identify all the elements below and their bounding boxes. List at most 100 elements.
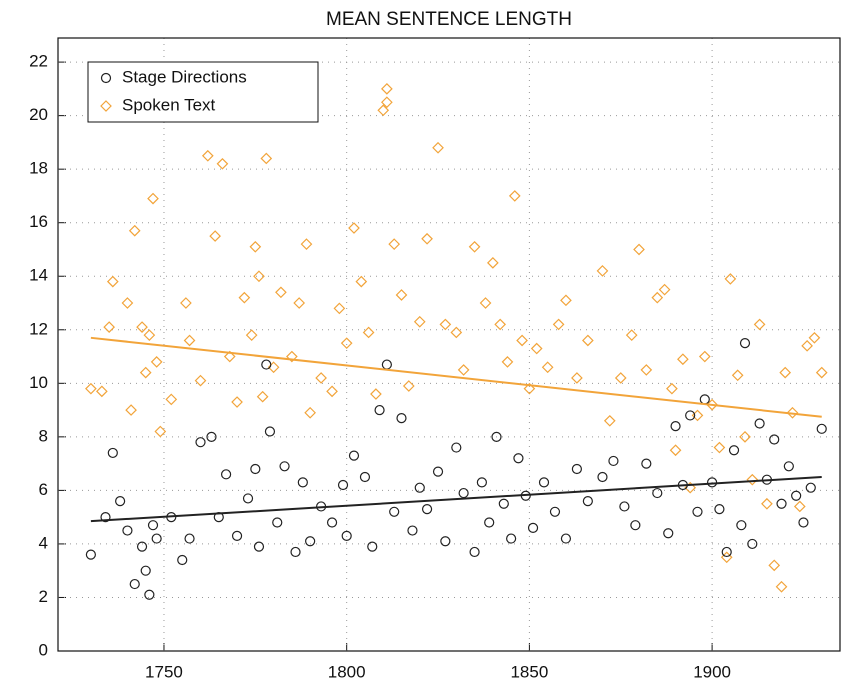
point <box>541 361 554 374</box>
point <box>458 487 469 499</box>
point <box>739 338 751 349</box>
y-tick-label: 22 <box>29 52 48 71</box>
point <box>370 388 382 400</box>
y-tick-label: 6 <box>39 480 48 499</box>
point <box>479 297 492 309</box>
y-tick-label: 0 <box>39 640 48 659</box>
point <box>381 83 393 95</box>
point <box>337 479 349 491</box>
point <box>253 270 265 283</box>
point <box>201 149 214 162</box>
x-tick-label: 1850 <box>510 662 548 681</box>
point <box>231 530 243 541</box>
point <box>603 414 616 427</box>
point <box>633 243 645 256</box>
point <box>245 329 258 341</box>
point <box>165 393 178 406</box>
point <box>250 463 261 475</box>
point <box>223 350 236 363</box>
point <box>389 506 400 517</box>
x-tick-label: 1800 <box>328 662 366 681</box>
point <box>731 369 744 382</box>
point <box>85 549 96 560</box>
point <box>136 321 148 333</box>
point <box>739 431 751 443</box>
point <box>513 453 524 464</box>
point <box>194 374 207 387</box>
point <box>724 273 737 285</box>
point <box>451 442 462 453</box>
point <box>147 192 159 205</box>
point <box>195 437 206 448</box>
point <box>815 366 828 379</box>
point <box>326 385 338 398</box>
y-tick-label: 20 <box>29 105 48 124</box>
point <box>761 497 773 510</box>
point <box>122 525 133 536</box>
point <box>260 152 273 165</box>
point <box>753 318 766 331</box>
point <box>140 565 151 576</box>
point <box>651 291 664 304</box>
point <box>106 275 119 288</box>
point <box>374 404 385 416</box>
point <box>791 490 802 501</box>
point <box>220 469 232 480</box>
point <box>746 473 759 486</box>
point <box>421 232 433 245</box>
point <box>432 466 444 477</box>
point <box>297 477 308 488</box>
point <box>625 329 638 341</box>
point <box>527 522 539 533</box>
point <box>783 461 794 472</box>
point <box>315 372 327 384</box>
point <box>487 257 499 269</box>
point <box>184 533 195 544</box>
point <box>768 559 781 572</box>
point <box>180 297 192 309</box>
point <box>413 315 426 328</box>
point <box>776 498 787 509</box>
trend-line <box>90 336 822 418</box>
point <box>231 396 243 408</box>
point <box>530 342 543 355</box>
point <box>619 501 630 512</box>
point <box>494 318 507 331</box>
point <box>121 297 134 309</box>
point <box>706 398 718 411</box>
point <box>457 364 470 376</box>
point <box>290 546 301 558</box>
point <box>341 530 352 541</box>
point <box>469 546 480 558</box>
point <box>476 477 487 488</box>
y-tick-label: 18 <box>29 159 48 178</box>
point <box>305 536 316 547</box>
point <box>85 382 97 395</box>
x-tick-label: 1900 <box>693 662 731 681</box>
y-tick-label: 10 <box>29 373 48 392</box>
point <box>304 406 316 419</box>
point <box>432 141 444 154</box>
point <box>407 525 418 536</box>
plot-frame <box>57 37 841 652</box>
point <box>256 390 269 403</box>
point <box>736 520 747 531</box>
point <box>582 334 594 347</box>
chart-title: MEAN SENTENCE LENGTH <box>326 9 572 30</box>
point <box>571 463 582 475</box>
point <box>506 533 517 544</box>
point <box>340 337 353 350</box>
point <box>786 406 799 419</box>
point <box>640 364 653 376</box>
point <box>377 104 390 117</box>
point <box>107 447 118 459</box>
point <box>692 506 703 517</box>
point <box>614 372 627 384</box>
y-tick-label: 14 <box>29 266 48 285</box>
point <box>582 495 593 507</box>
point <box>699 394 710 405</box>
point <box>652 487 663 499</box>
point <box>128 224 141 237</box>
y-tick-label: 8 <box>39 426 48 445</box>
